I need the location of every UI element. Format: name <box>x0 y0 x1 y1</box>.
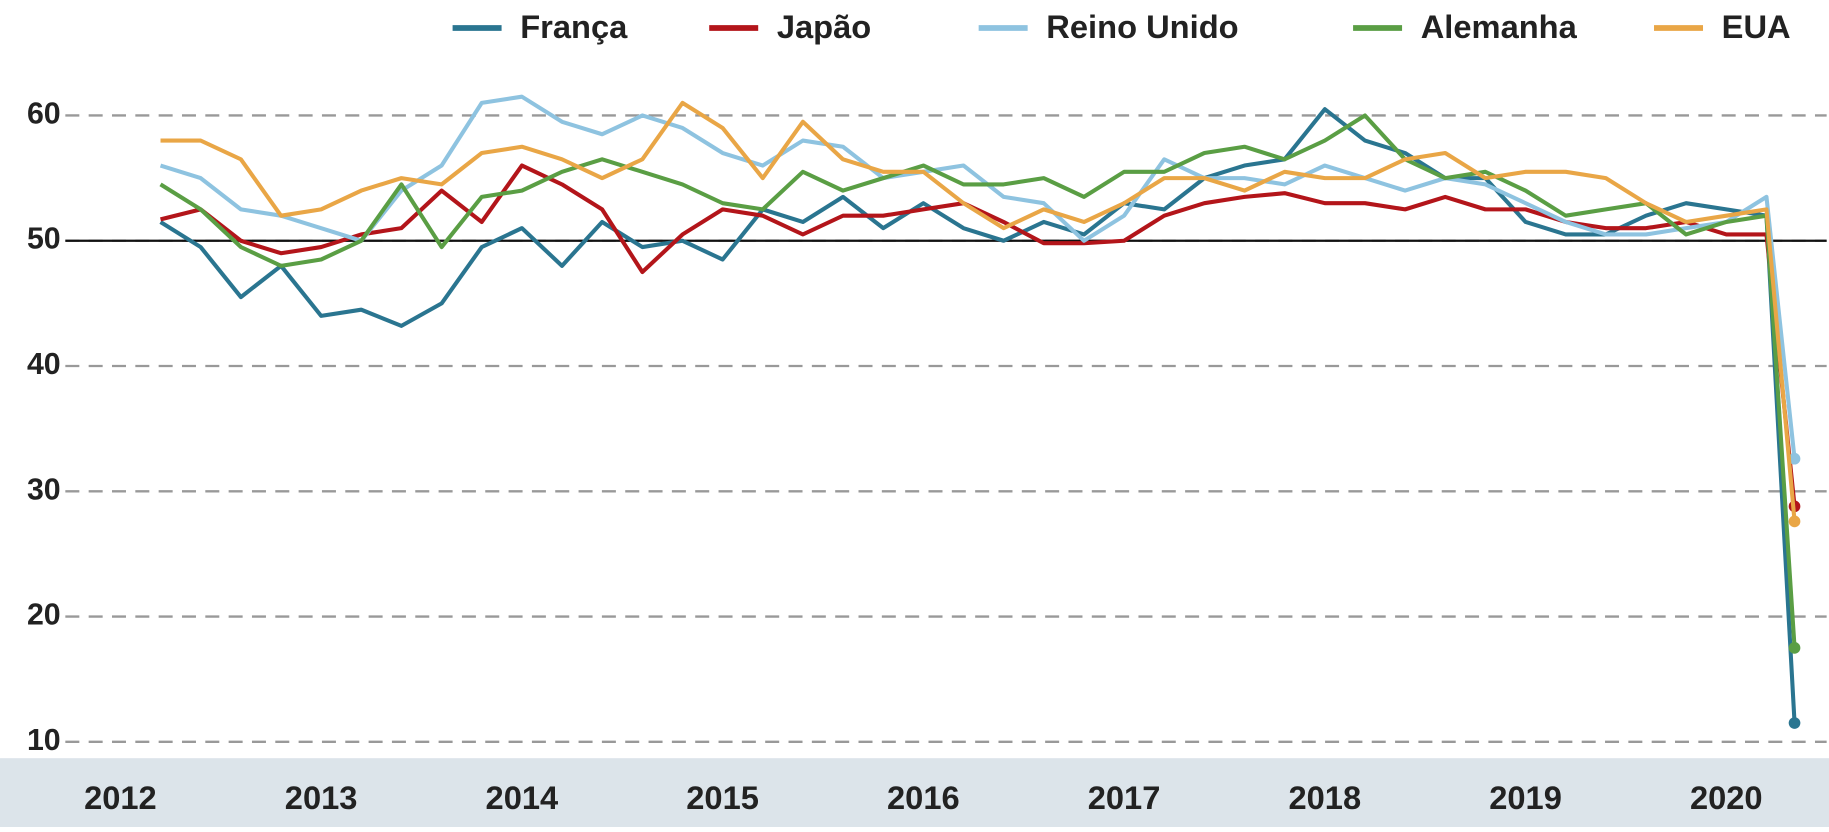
legend-label: Alemanha <box>1421 8 1578 45</box>
y-tick-label: 20 <box>27 599 61 632</box>
x-tick-label: 2013 <box>285 779 358 816</box>
end-point <box>1788 717 1801 729</box>
end-point <box>1788 452 1801 465</box>
legend-label: Japão <box>777 8 871 45</box>
x-tick-label: 2016 <box>887 779 960 816</box>
legend-label: Reino Unido <box>1046 8 1238 45</box>
y-tick-label: 10 <box>27 724 61 757</box>
y-tick-label: 60 <box>27 97 61 130</box>
x-tick-label: 2014 <box>486 779 559 816</box>
x-tick-label: 2017 <box>1088 779 1161 816</box>
x-tick-label: 2020 <box>1690 779 1763 816</box>
series-line <box>159 107 1797 724</box>
end-point <box>1788 515 1801 528</box>
series-line <box>160 163 1797 507</box>
legend-label: EUA <box>1722 8 1791 45</box>
x-axis-band <box>0 758 1829 827</box>
series-line <box>159 94 1797 459</box>
end-point <box>1788 642 1801 654</box>
series-line <box>160 100 1797 522</box>
y-tick-label: 30 <box>27 473 61 506</box>
x-tick-label: 2019 <box>1489 779 1562 816</box>
x-tick-label: 2012 <box>84 779 157 816</box>
series-line <box>159 113 1797 648</box>
y-tick-label: 40 <box>27 348 61 381</box>
y-tick-label: 50 <box>27 223 61 256</box>
x-tick-label: 2018 <box>1288 779 1361 816</box>
legend-label: França <box>520 8 628 45</box>
x-tick-label: 2015 <box>686 779 759 816</box>
